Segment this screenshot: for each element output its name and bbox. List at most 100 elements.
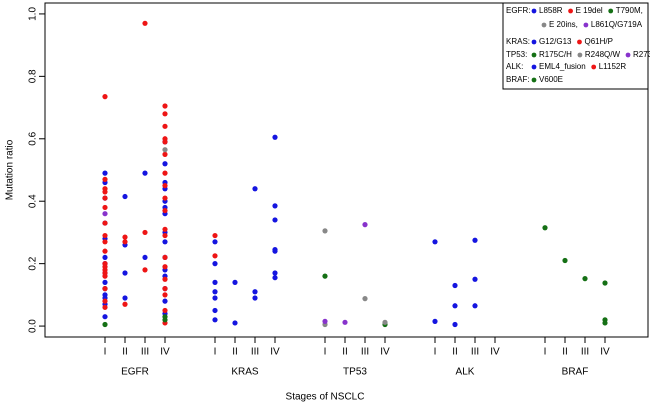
point xyxy=(272,217,278,223)
legend-marker xyxy=(531,77,537,83)
legend-label: R273C/H xyxy=(633,50,650,59)
point xyxy=(252,289,258,295)
point xyxy=(582,276,588,282)
x-tick-label: IV xyxy=(490,347,500,358)
point xyxy=(212,295,218,301)
y-tick-label: 0.0 xyxy=(28,319,39,333)
legend-marker xyxy=(577,52,583,58)
point xyxy=(162,264,168,270)
point xyxy=(142,170,148,176)
point xyxy=(102,189,108,195)
point xyxy=(162,292,168,298)
point xyxy=(362,296,368,302)
x-tick-label: IV xyxy=(160,347,170,358)
point xyxy=(162,111,168,117)
gene-label: EGFR xyxy=(121,367,149,378)
point xyxy=(322,318,328,324)
legend-label: L1152R xyxy=(599,62,627,71)
point xyxy=(142,229,148,236)
point xyxy=(362,222,368,228)
point xyxy=(122,193,128,200)
point xyxy=(452,303,458,309)
legend-frame xyxy=(502,2,649,90)
point xyxy=(102,94,108,100)
point xyxy=(162,139,168,145)
point xyxy=(212,253,218,259)
point xyxy=(162,286,168,292)
legend-label: EML4_fusion xyxy=(539,62,586,71)
legend-marker xyxy=(531,39,537,45)
x-tick-label: I xyxy=(544,347,547,358)
legend-label: E 19del xyxy=(576,6,603,15)
x-axis-label: Stages of NSCLC xyxy=(286,392,365,403)
legend-label: L861Q/G719A xyxy=(591,20,643,29)
point xyxy=(102,254,108,261)
x-tick-label: II xyxy=(562,347,568,358)
point xyxy=(122,301,128,307)
legend-marker xyxy=(608,8,614,14)
point xyxy=(102,321,108,328)
point xyxy=(602,320,608,326)
point xyxy=(102,195,108,201)
plot-frame xyxy=(44,2,649,338)
point xyxy=(272,203,278,209)
point xyxy=(232,279,238,285)
point xyxy=(322,273,328,279)
point xyxy=(162,232,168,239)
point xyxy=(162,226,168,232)
point xyxy=(102,176,108,182)
gene-label: KRAS xyxy=(231,367,259,378)
y-tick-label: 0.8 xyxy=(28,69,39,83)
legend-gene: EGFR: xyxy=(506,6,530,15)
point xyxy=(102,170,108,176)
point xyxy=(452,282,458,289)
point xyxy=(212,279,218,285)
point xyxy=(102,286,108,292)
point xyxy=(232,320,238,326)
point xyxy=(102,279,108,285)
legend-marker xyxy=(625,52,631,58)
x-tick-label: III xyxy=(141,347,149,358)
point xyxy=(432,318,438,324)
point xyxy=(322,228,328,234)
point xyxy=(342,319,348,325)
point xyxy=(162,161,168,167)
point xyxy=(212,307,218,314)
point xyxy=(382,319,388,325)
legend-marker xyxy=(541,22,547,28)
point xyxy=(542,225,548,231)
point xyxy=(122,295,128,301)
point xyxy=(122,239,128,245)
point xyxy=(102,298,108,304)
point xyxy=(102,204,108,211)
point xyxy=(272,248,278,254)
point xyxy=(142,20,148,26)
point xyxy=(162,183,168,189)
point xyxy=(162,254,168,261)
point xyxy=(472,237,478,243)
legend-marker xyxy=(531,52,537,58)
y-tick-label: 0.4 xyxy=(28,194,39,208)
legend-label: R175C/H xyxy=(539,50,572,59)
point xyxy=(162,276,168,282)
x-tick-label: I xyxy=(214,347,217,358)
point xyxy=(102,248,108,254)
point xyxy=(162,170,168,176)
legend-marker xyxy=(531,8,537,14)
legend-marker xyxy=(583,22,589,28)
point xyxy=(212,232,218,239)
point xyxy=(102,239,108,245)
x-tick-label: IV xyxy=(600,347,610,358)
point xyxy=(472,303,478,309)
legend-label: E 20ins, xyxy=(549,20,578,29)
x-tick-label: III xyxy=(471,347,479,358)
x-tick-label: IV xyxy=(380,347,390,358)
point xyxy=(212,317,218,323)
legend-gene: ALK: xyxy=(506,62,523,71)
point xyxy=(562,257,568,264)
point xyxy=(162,103,168,109)
legend-marker xyxy=(531,64,537,70)
x-tick-label: I xyxy=(324,347,327,358)
point xyxy=(102,304,108,310)
